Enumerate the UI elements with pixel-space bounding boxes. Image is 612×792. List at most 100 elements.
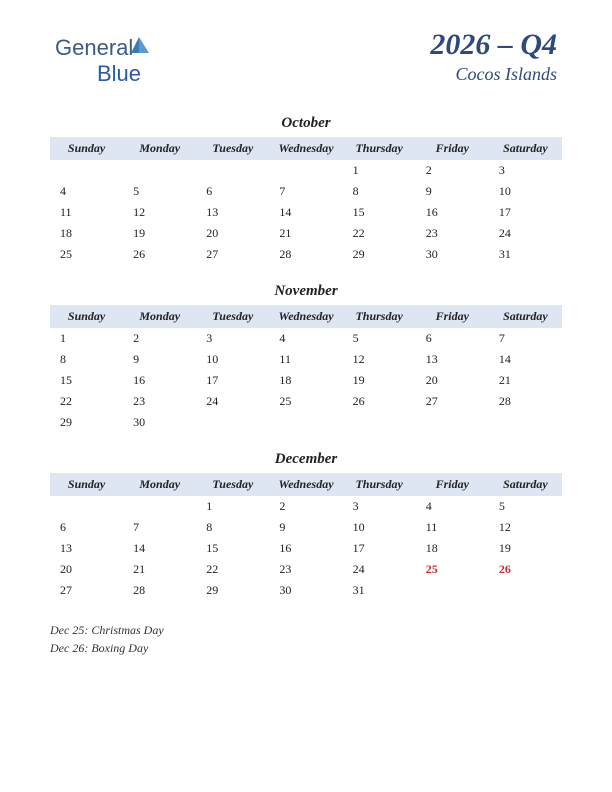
day-header: Saturday: [489, 473, 562, 496]
calendar-cell: [269, 160, 342, 181]
day-header: Thursday: [343, 473, 416, 496]
calendar-cell: 25: [50, 244, 123, 265]
calendar-cell: [489, 412, 562, 433]
region-name: Cocos Islands: [430, 64, 557, 85]
calendar-cell: 28: [123, 580, 196, 601]
day-header: Sunday: [50, 305, 123, 328]
calendar-cell: 9: [269, 517, 342, 538]
calendar-row: 20212223242526: [50, 559, 562, 580]
calendar-cell: 11: [416, 517, 489, 538]
calendar-cell: 10: [196, 349, 269, 370]
day-header: Friday: [416, 473, 489, 496]
calendar-cell: 29: [50, 412, 123, 433]
calendar-cell: 25: [269, 391, 342, 412]
calendar-cell: 22: [343, 223, 416, 244]
day-header: Tuesday: [196, 305, 269, 328]
calendar-cell: 3: [343, 496, 416, 517]
calendar-cell: 31: [489, 244, 562, 265]
calendar-cell: 6: [416, 328, 489, 349]
calendar-cell: [50, 496, 123, 517]
calendar-cell: 21: [269, 223, 342, 244]
calendar-cell: 3: [196, 328, 269, 349]
calendar-cell: 30: [416, 244, 489, 265]
day-header: Friday: [416, 305, 489, 328]
day-header: Monday: [123, 137, 196, 160]
calendar-cell: 5: [123, 181, 196, 202]
calendar-cell: 25: [416, 559, 489, 580]
calendar-cell: 7: [489, 328, 562, 349]
calendar-cell: 4: [269, 328, 342, 349]
calendar-cell: 8: [196, 517, 269, 538]
header-right: 2026 – Q4 Cocos Islands: [430, 28, 557, 85]
calendar-cell: 16: [269, 538, 342, 559]
day-header: Wednesday: [269, 473, 342, 496]
calendar-cell: 3: [489, 160, 562, 181]
calendar-cell: 19: [489, 538, 562, 559]
calendar-cell: 30: [269, 580, 342, 601]
holiday-note-line: Dec 26: Boxing Day: [50, 639, 562, 657]
calendar-cell: 24: [489, 223, 562, 244]
calendar-cell: 29: [343, 244, 416, 265]
calendar-row: 25262728293031: [50, 244, 562, 265]
calendar-cell: 2: [269, 496, 342, 517]
day-header: Monday: [123, 305, 196, 328]
calendar-cell: 14: [489, 349, 562, 370]
calendar-cell: [416, 412, 489, 433]
calendar-cell: 24: [196, 391, 269, 412]
calendar-cell: 9: [123, 349, 196, 370]
calendar-row: 2930: [50, 412, 562, 433]
calendar-cell: 8: [343, 181, 416, 202]
calendar-cell: 27: [196, 244, 269, 265]
calendar-cell: 17: [343, 538, 416, 559]
calendar-cell: 12: [489, 517, 562, 538]
calendar-cell: [123, 496, 196, 517]
calendar-cell: [123, 160, 196, 181]
month-block: NovemberSundayMondayTuesdayWednesdayThur…: [50, 283, 562, 433]
calendar-cell: 18: [416, 538, 489, 559]
calendar-cell: 15: [196, 538, 269, 559]
calendar-cell: 14: [123, 538, 196, 559]
logo-triangle2-icon: [139, 37, 149, 53]
calendar-row: 45678910: [50, 181, 562, 202]
calendar-cell: 21: [123, 559, 196, 580]
calendar-cell: 28: [489, 391, 562, 412]
day-header: Monday: [123, 473, 196, 496]
logo-triangle-icon: [131, 37, 139, 53]
day-header: Wednesday: [269, 305, 342, 328]
calendar-cell: 21: [489, 370, 562, 391]
calendar-cell: 5: [343, 328, 416, 349]
calendar-cell: 27: [416, 391, 489, 412]
day-header: Friday: [416, 137, 489, 160]
calendar-cell: 20: [50, 559, 123, 580]
calendar-cell: 29: [196, 580, 269, 601]
calendar-cell: 18: [269, 370, 342, 391]
day-header: Saturday: [489, 305, 562, 328]
calendar-cell: [196, 160, 269, 181]
calendar-cell: 15: [343, 202, 416, 223]
calendar-cell: 26: [123, 244, 196, 265]
calendar-cell: 6: [50, 517, 123, 538]
calendar-cell: 20: [416, 370, 489, 391]
calendar-cell: [269, 412, 342, 433]
calendar-cell: 2: [123, 328, 196, 349]
calendar-cell: 12: [343, 349, 416, 370]
calendar-cell: 19: [123, 223, 196, 244]
calendar-cell: 22: [50, 391, 123, 412]
day-header: Sunday: [50, 473, 123, 496]
calendar-row: 2728293031: [50, 580, 562, 601]
calendar-cell: 23: [123, 391, 196, 412]
month-block: December SundayMondayTuesdayWednesdayThur…: [50, 451, 562, 601]
calendar-row: 22232425262728: [50, 391, 562, 412]
calendar-cell: 9: [416, 181, 489, 202]
logo-text-1: General: [55, 35, 133, 60]
calendar-cell: 30: [123, 412, 196, 433]
calendar-cell: 26: [489, 559, 562, 580]
calendar-cell: 2: [416, 160, 489, 181]
calendar-cell: 26: [343, 391, 416, 412]
calendar-cell: 11: [50, 202, 123, 223]
month-name: December: [50, 451, 562, 468]
day-header: Sunday: [50, 137, 123, 160]
calendar-cell: [196, 412, 269, 433]
day-header: Tuesday: [196, 473, 269, 496]
day-header: Thursday: [343, 137, 416, 160]
